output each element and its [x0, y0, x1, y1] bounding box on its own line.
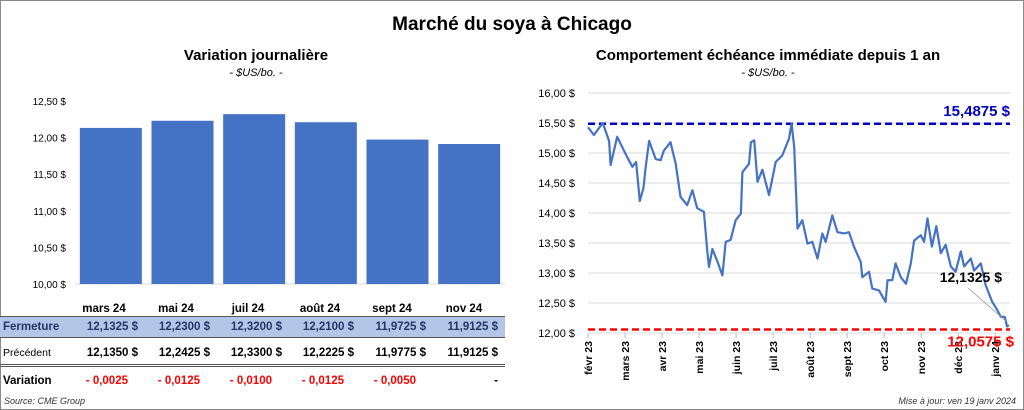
right-chart-title: Comportement échéance immédiate depuis 1… [595, 47, 941, 64]
cell: 11,9125 $ [447, 321, 498, 333]
y-tick-label: 10,00 $ [33, 280, 67, 291]
cell: - [494, 375, 498, 387]
bar [151, 120, 214, 284]
cell: 12,2425 $ [158, 347, 210, 359]
y-tick-label: 12,50 $ [33, 97, 67, 108]
last-leader [967, 287, 1007, 322]
x-tick-label: juil 23 [768, 341, 780, 372]
table-header: mars 24 mai 24 juil 24 août 24 sept 24 n… [0, 298, 505, 320]
y-tick-label: 11,50 $ [33, 170, 66, 181]
y-tick-label: 15,50 $ [538, 118, 575, 130]
cell: - 0,0050 [373, 375, 416, 387]
month-header: mars 24 [82, 303, 126, 315]
row-label: Fermeture [3, 321, 60, 333]
table-row-fermeture: Fermeture 12,1325 $ 12,2300 $ 12,3200 $ … [0, 316, 505, 338]
x-tick-label: oct 23 [879, 341, 891, 372]
min-label: 12,0575 $ [947, 334, 1014, 351]
update-note: Mise à jour: ven 19 janv 2024 [898, 396, 1016, 406]
cell: 12,1350 $ [86, 347, 138, 359]
y-tick-label: 14,00 $ [538, 208, 575, 220]
x-tick-label: nov 23 [916, 341, 928, 374]
y-tick-label: 11,00 $ [33, 207, 66, 218]
y-tick-label: 15,00 $ [538, 148, 575, 160]
cell: 12,3300 $ [230, 347, 282, 359]
month-header: août 24 [299, 303, 341, 315]
x-tick-label: mars 23 [620, 341, 632, 381]
bar [223, 114, 286, 285]
cell: 11,9125 $ [447, 347, 498, 359]
month-header: juil 24 [231, 303, 265, 315]
cell: 12,3200 $ [230, 321, 282, 333]
cell: 11,9725 $ [375, 321, 426, 333]
cell: - 0,0025 [85, 375, 128, 387]
last-label: 12,1325 $ [940, 269, 1002, 285]
x-tick-label: sept 23 [842, 341, 854, 377]
x-tick-label: avr 23 [657, 341, 669, 372]
y-tick-label: 12,00 $ [538, 328, 575, 340]
x-tick-label: août 23 [805, 341, 817, 378]
bar [79, 127, 142, 284]
month-header: nov 24 [445, 303, 483, 315]
x-tick-label: déc 23 [953, 341, 965, 374]
right-chart-unit: - $US/bo. - [741, 67, 795, 79]
price-line [587, 121, 1010, 328]
y-tick-label: 14,50 $ [538, 178, 575, 190]
cell: - 0,0125 [301, 375, 344, 387]
source-note: Source: CME Group [4, 396, 86, 406]
month-header: sept 24 [372, 303, 412, 315]
page-title: Marché du soya à Chicago [392, 14, 632, 35]
left-chart-title: Variation journalière [183, 47, 329, 64]
max-label: 15,4875 $ [943, 103, 1010, 120]
y-tick-label: 16,00 $ [538, 88, 575, 100]
x-tick-label: juin 23 [731, 341, 743, 375]
row-label: Variation [3, 375, 52, 387]
y-tick-label: 13,50 $ [538, 238, 575, 250]
bar [294, 122, 357, 284]
row-label: Précédent [3, 347, 51, 359]
cell: 12,2300 $ [158, 321, 210, 333]
x-tick-label: janv 24 [990, 341, 1002, 378]
table-row-variation: Variation - 0,0025 - 0,0125 - 0,0100 - 0… [0, 370, 505, 392]
y-tick-label: 10,50 $ [33, 243, 67, 254]
month-header: mai 24 [158, 303, 194, 315]
left-chart-unit: - $US/bo. - [229, 67, 283, 79]
cell: - 0,0100 [229, 375, 272, 387]
bar [438, 144, 501, 284]
cell: - 0,0125 [157, 375, 200, 387]
cell: 12,2225 $ [302, 347, 354, 359]
table-row-precedent: Précédent 12,1350 $ 12,2425 $ 12,3300 $ … [0, 342, 505, 367]
y-tick-label: 12,00 $ [33, 134, 67, 145]
cell: 11,9775 $ [375, 347, 426, 359]
y-tick-label: 13,00 $ [538, 268, 575, 280]
cell: 12,1325 $ [86, 321, 138, 333]
cell: 12,2100 $ [302, 321, 354, 333]
x-tick-label: févr 23 [583, 341, 595, 375]
bar [366, 139, 429, 284]
y-tick-label: 12,50 $ [538, 298, 575, 310]
x-tick-label: mai 23 [694, 341, 706, 374]
